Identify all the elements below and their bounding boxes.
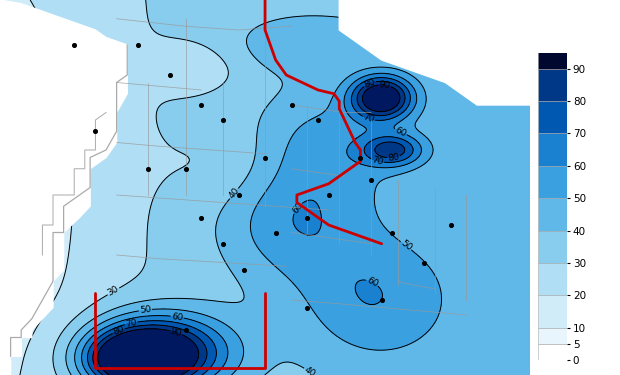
Bar (538, 166, 567, 198)
Text: 60: 60 (171, 312, 184, 322)
Text: 80: 80 (363, 77, 377, 90)
Bar (538, 101, 567, 134)
Point (239, 267, 249, 273)
Point (133, 42, 143, 48)
Point (303, 214, 312, 220)
Text: 40: 40 (303, 365, 317, 375)
Point (271, 230, 281, 236)
Bar (538, 263, 567, 295)
Bar (538, 328, 567, 344)
Point (303, 304, 312, 310)
Text: 50: 50 (399, 239, 414, 253)
Text: 60: 60 (365, 276, 379, 289)
Point (446, 222, 456, 228)
Text: 30: 30 (106, 285, 121, 298)
Point (234, 192, 244, 198)
Bar (538, 231, 567, 263)
Text: 70: 70 (125, 318, 138, 329)
Point (286, 102, 296, 108)
Point (91, 128, 100, 134)
Point (180, 327, 190, 333)
Point (388, 230, 397, 236)
Polygon shape (0, 0, 127, 375)
Bar (538, 53, 567, 69)
Text: 70: 70 (371, 155, 384, 167)
Point (419, 260, 429, 266)
Text: 90: 90 (169, 326, 183, 339)
Text: 50: 50 (139, 305, 152, 315)
Text: 60: 60 (290, 201, 304, 215)
Point (197, 102, 206, 108)
Bar (538, 53, 567, 69)
Polygon shape (339, 0, 530, 105)
Point (180, 166, 190, 172)
Text: 40: 40 (227, 186, 241, 201)
Point (69, 42, 79, 48)
Point (143, 166, 153, 172)
Point (366, 177, 376, 183)
Bar (538, 198, 567, 231)
Text: 20: 20 (63, 112, 74, 124)
Text: 90: 90 (378, 80, 391, 90)
Bar (538, 69, 567, 101)
Text: 80: 80 (112, 325, 126, 337)
Point (324, 192, 334, 198)
Text: 80: 80 (388, 152, 400, 163)
Point (165, 72, 175, 78)
Point (313, 117, 323, 123)
Point (377, 297, 387, 303)
Point (197, 214, 206, 220)
Text: 70: 70 (362, 113, 376, 125)
Bar (538, 344, 567, 360)
Point (218, 117, 228, 123)
Text: 60: 60 (394, 126, 408, 139)
Point (355, 154, 365, 160)
Point (260, 154, 270, 160)
Point (218, 241, 228, 247)
Bar (538, 134, 567, 166)
Bar (538, 295, 567, 328)
